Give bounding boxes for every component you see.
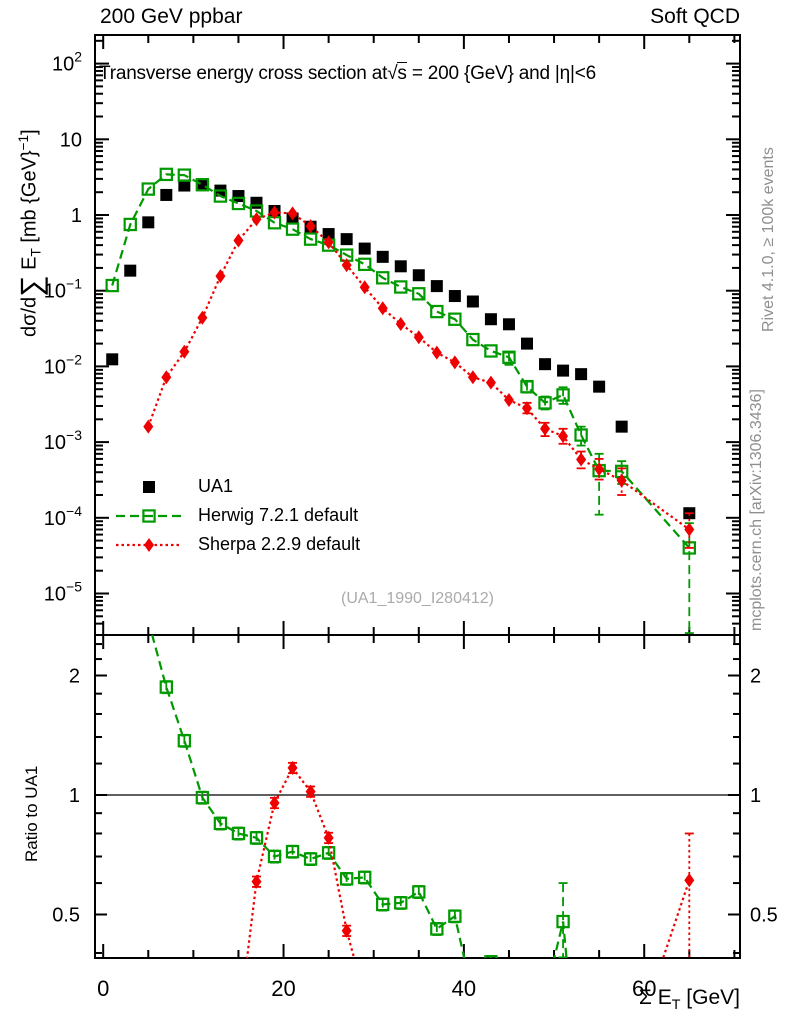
- sqrt-symbol: √: [387, 63, 398, 84]
- svg-text:2: 2: [750, 665, 761, 687]
- header-right: Soft QCD: [650, 5, 740, 28]
- svg-text:0: 0: [97, 976, 109, 1001]
- svg-text:10−2: 10−2: [44, 351, 82, 378]
- svg-text:1: 1: [69, 785, 80, 807]
- svg-text:10−4: 10−4: [44, 503, 82, 530]
- x-label-et-sub: T: [671, 997, 681, 1014]
- svg-text:0.5: 0.5: [52, 905, 80, 927]
- legend-row-sherpa: Sherpa 2.2.9 default: [112, 530, 360, 559]
- legend-label-sherpa: Sherpa 2.2.9 default: [198, 534, 361, 554]
- svg-text:20: 20: [271, 976, 295, 1001]
- legend: UA1 Herwig 7.2.1 default Sherpa 2.2.9 de…: [112, 472, 360, 559]
- mcplots-reference-note: mcplots.cern.ch [arXiv:1306.3436]: [748, 389, 765, 631]
- ratio-y-axis-label: Ratio to UA1: [22, 765, 41, 862]
- sqrt-argument: s: [397, 62, 407, 84]
- x-label-unit: [GeV]: [680, 986, 740, 1009]
- y-label-et: E: [18, 256, 41, 270]
- y-label-et-sub: T: [28, 248, 44, 257]
- svg-text:10−5: 10−5: [44, 579, 82, 606]
- plot-title: Transverse energy cross section at√s = 2…: [99, 62, 597, 85]
- y-label-dsigma: dσ/d: [18, 296, 41, 337]
- svg-text:10−1: 10−1: [44, 276, 82, 303]
- svg-text:10−3: 10−3: [44, 427, 82, 454]
- legend-label-ua1: UA1: [198, 476, 234, 496]
- ua1-marker-icon: [143, 480, 155, 493]
- plot-title-post: = 200 {GeV} and |η|<6: [406, 63, 597, 84]
- rivet-version-note: Rivet 4.1.0, ≥ 100k events: [760, 147, 777, 332]
- svg-text:40: 40: [452, 976, 476, 1001]
- y-label-unit: [mb {GeV}: [18, 150, 41, 249]
- svg-text:1: 1: [750, 785, 761, 807]
- svg-text:0.5: 0.5: [750, 905, 778, 927]
- sherpa-marker-icon: [116, 537, 182, 552]
- herwig-marker-icon: [116, 508, 182, 523]
- svg-text:1: 1: [71, 205, 82, 227]
- main-y-axis-label: dσ/d∑ ET [mb {GeV}−1]: [16, 129, 49, 337]
- legend-label-herwig: Herwig 7.2.1 default: [198, 505, 359, 525]
- plot-title-pre: Transverse energy cross section at: [99, 63, 388, 84]
- analysis-id-watermark: (UA1_1990_I280412): [340, 590, 494, 607]
- legend-row-herwig: Herwig 7.2.1 default: [112, 501, 360, 530]
- svg-text:102: 102: [52, 49, 82, 76]
- y-label-sum-icon: ∑: [15, 275, 49, 297]
- y-label-unit-exp: −1: [16, 134, 31, 151]
- svg-text:2: 2: [69, 665, 80, 687]
- x-axis-label: Σ ET [GeV]: [639, 986, 740, 1013]
- svg-text:10: 10: [60, 129, 82, 151]
- svg-text:60: 60: [632, 976, 656, 1001]
- header-left: 200 GeV ppbar: [100, 5, 243, 28]
- x-label-sum-et: Σ E: [638, 986, 672, 1009]
- y-label-unit-close: ]: [18, 129, 41, 135]
- legend-row-ua1: UA1: [112, 472, 360, 501]
